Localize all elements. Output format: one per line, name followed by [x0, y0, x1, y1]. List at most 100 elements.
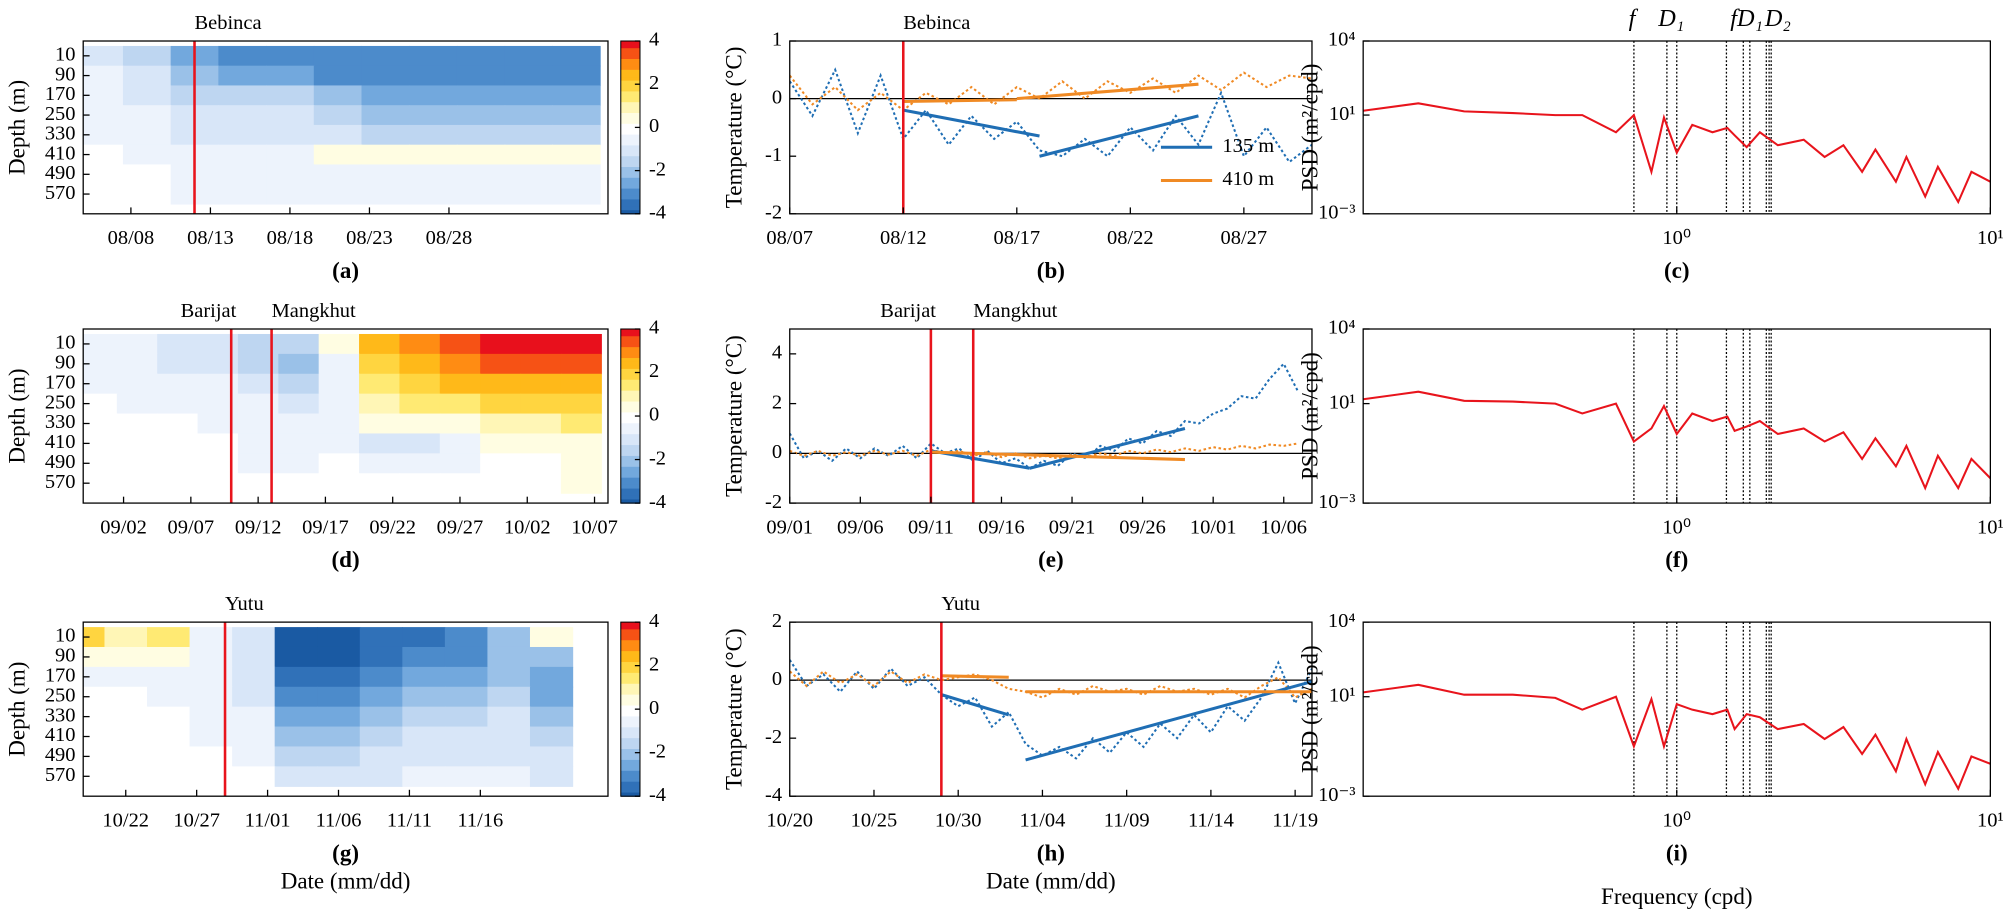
x-tick-label: 08/22 [1107, 227, 1154, 249]
heat-cell [399, 433, 441, 454]
colorbar-step [620, 91, 640, 96]
heat-cell [318, 453, 360, 474]
heat-cell [456, 85, 506, 106]
heat-cell [189, 666, 233, 688]
x-tick-label: 09/11 [908, 516, 954, 538]
heat-cell [189, 746, 233, 767]
heat-cell [266, 124, 315, 146]
heat-cell [529, 706, 574, 728]
heat-cell [266, 184, 315, 205]
event-label: Mangkhut [973, 300, 1057, 322]
trend-line [940, 693, 1010, 717]
frequency-label: fD₁ [1730, 5, 1763, 32]
y-tick-label: 4 [772, 342, 782, 364]
x-tick-label: 11/09 [1104, 809, 1150, 831]
heat-cell [552, 184, 601, 205]
colorbar-step [620, 756, 640, 761]
heat-cell [456, 65, 506, 87]
colorbar-step [620, 73, 640, 78]
panel: 4 2 0 -2 -4 Barijat Mangkhut 109017025033041049… [3, 300, 666, 572]
heat-cell [83, 45, 124, 67]
y-axis-label: Depth (m) [3, 662, 29, 757]
colorbar-step [620, 394, 640, 399]
panel: Yutu -4 -2 0 2 10/20 10/25 10/30 11/04 11/09 11/14… [720, 593, 1318, 893]
heat-cell [122, 45, 172, 67]
panel: 135 m 410 m Bebinca -2 -1 0 1 08/07 08/12 08/17 08… [720, 12, 1313, 283]
colorbar-step [620, 408, 640, 414]
y-tick-label: 10¹ [1329, 684, 1356, 706]
heat-cell [116, 373, 158, 395]
heat-cell [560, 413, 602, 435]
colorbar-step [620, 206, 640, 211]
colorbar-step [620, 185, 640, 190]
heat-cell [147, 666, 191, 688]
panel-label: (h) [1037, 839, 1065, 865]
heat-cell [399, 393, 441, 415]
y-tick-label: 10⁻³ [1318, 202, 1355, 224]
y-tick-label: 250 [45, 684, 76, 706]
colorbar-step [620, 383, 640, 388]
colorbar-step [620, 625, 640, 631]
heat-cell [359, 746, 403, 767]
colorbar-step [620, 636, 640, 641]
heat-cell [83, 144, 124, 166]
heat-cell [318, 433, 360, 454]
y-tick-label: 10 [55, 332, 75, 354]
heat-cell [147, 686, 191, 708]
heat-cell [359, 393, 401, 415]
y-tick-label: 10⁻³ [1318, 784, 1355, 806]
heat-cell [399, 353, 441, 375]
x-tick-label: 09/07 [168, 516, 215, 538]
heat-cell [359, 686, 403, 708]
heat-cell [402, 766, 446, 787]
colorbar-step [620, 401, 640, 406]
colorbar-step [620, 368, 640, 374]
heat-cell [274, 766, 318, 787]
heat-cell [520, 353, 562, 375]
colorbar-step [620, 55, 640, 60]
heat-cell [116, 473, 158, 494]
colorbar-step [620, 763, 640, 768]
series-line [1363, 683, 1991, 792]
heat-cell [104, 706, 148, 728]
heat-cell [274, 627, 318, 648]
heat-cell [402, 627, 446, 648]
colorbar-step [620, 481, 640, 486]
colorbar-tick-label: 4 [649, 317, 659, 339]
heat-cell [439, 473, 481, 494]
heat-cell [361, 85, 410, 106]
heat-cell [157, 353, 199, 375]
heat-cell [218, 65, 267, 87]
colorbar-tick-label: 0 [649, 115, 659, 137]
heat-cell [317, 686, 361, 708]
heat-cell [359, 353, 401, 375]
heat-cell [278, 433, 320, 454]
colorbar-step [620, 127, 640, 132]
colorbar-tick-label: -2 [649, 447, 666, 469]
colorbar-step [620, 113, 640, 118]
event-label: Yutu [225, 593, 264, 615]
colorbar-step [620, 640, 640, 645]
heat-cell [444, 766, 489, 787]
heat-cell [480, 333, 522, 355]
heat-cell [122, 85, 172, 106]
heat-cell [83, 453, 118, 474]
heat-cell [157, 333, 199, 355]
panel: Barijat Mangkhut -2 0 2 4 09/01 09/06 09/11 09/16… [720, 300, 1313, 572]
heat-cell [529, 627, 574, 648]
trend-line [1016, 82, 1199, 101]
heat-cell [529, 646, 574, 668]
colorbar-step [620, 452, 640, 457]
colorbar-step [620, 145, 640, 150]
heat-cell [218, 124, 267, 146]
heat-cell [278, 353, 320, 375]
x-tick-label: 09/02 [100, 516, 147, 538]
heat-cell [552, 105, 601, 126]
colorbar-step [620, 66, 640, 71]
colorbar-tick-label: -2 [649, 158, 666, 180]
heat-cell [197, 333, 239, 355]
heat-cell [318, 393, 360, 415]
heat-cell [444, 666, 489, 688]
